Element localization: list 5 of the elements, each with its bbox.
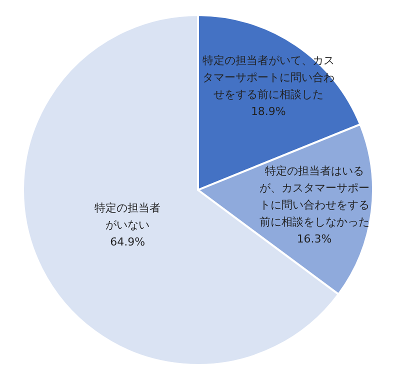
data-label: 64.9% — [109, 234, 146, 251]
data-label: 16.3% — [296, 231, 333, 248]
data-label: 18.9% — [250, 104, 287, 120]
slice-label: 特定の担当者がいない — [94, 200, 162, 234]
slice-label: 特定の担当者はいるが、カスタマーサポートに問い合わせをする前に相談をしなかった — [258, 163, 370, 230]
